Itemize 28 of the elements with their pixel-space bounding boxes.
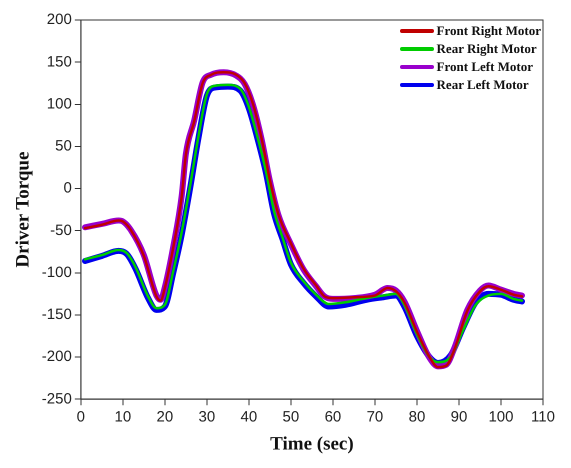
x-tick-label: 20 [156,408,174,426]
y-tick-label: -100 [42,264,72,281]
y-axis-title: Driver Torque [12,152,34,268]
x-tick-label: 80 [408,408,426,426]
x-tick-label: 10 [114,408,132,426]
legend-label: Front Left Motor [436,59,534,75]
legend-label: Rear Left Motor [436,77,529,93]
y-tick-label: -50 [50,222,72,239]
legend-label: Front Right Motor [436,23,541,39]
x-tick-label: 60 [324,408,342,426]
y-tick-label: -150 [42,306,72,324]
y-tick-label: -250 [42,390,72,408]
x-tick-label: 30 [198,408,216,426]
x-tick-label: 100 [488,408,514,426]
y-tick-label: 100 [46,95,72,112]
x-tick-label: 50 [282,408,300,426]
x-tick-label: 0 [76,408,85,426]
y-tick-label: 150 [46,53,72,70]
x-axis-title: Time (sec) [270,434,354,455]
x-tick-label: 90 [450,408,468,426]
y-tick-label: 50 [55,138,72,155]
y-tick-label: 200 [46,11,72,28]
y-tick-label: -200 [42,348,72,366]
x-tick-label: 110 [531,408,555,426]
legend-label: Rear Right Motor [436,41,537,57]
y-tick-label: 0 [63,180,72,197]
x-tick-label: 40 [240,408,258,426]
x-tick-label: 70 [366,408,384,426]
